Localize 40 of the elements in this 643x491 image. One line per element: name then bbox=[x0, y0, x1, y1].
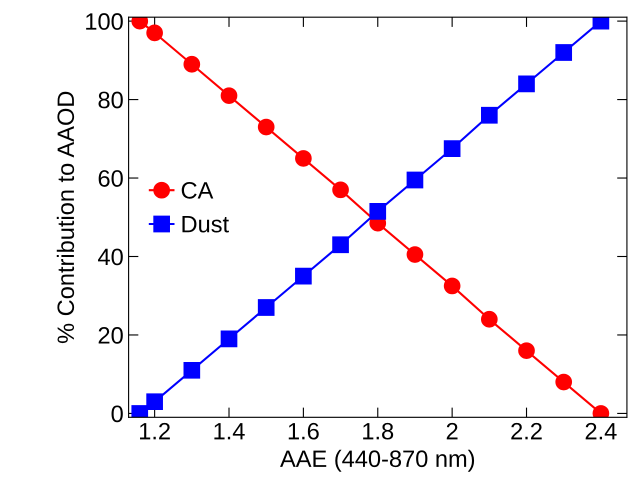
point bbox=[406, 246, 424, 263]
point bbox=[444, 140, 460, 157]
point bbox=[444, 278, 460, 294]
point bbox=[146, 393, 163, 410]
y-tick-label: 20 bbox=[98, 327, 123, 344]
x-tick-label: 2 bbox=[446, 422, 458, 440]
point bbox=[518, 342, 535, 359]
y-tick-label: 40 bbox=[98, 248, 123, 266]
point bbox=[295, 150, 312, 167]
point bbox=[183, 362, 200, 379]
point bbox=[146, 24, 163, 42]
point bbox=[332, 181, 349, 198]
y-tick-label: 0 bbox=[112, 405, 123, 422]
x-tick-label: 2.4 bbox=[586, 422, 617, 440]
y-tick-label: 60 bbox=[98, 170, 123, 187]
x-tick-label: 1.2 bbox=[140, 422, 170, 440]
point bbox=[369, 203, 386, 220]
point bbox=[183, 56, 200, 73]
point bbox=[518, 76, 535, 92]
point bbox=[406, 172, 424, 188]
point bbox=[332, 236, 349, 254]
x-tick-label: 1.8 bbox=[363, 422, 394, 440]
point bbox=[295, 268, 312, 284]
y-axis-title: % Contribution to AAOD bbox=[56, 92, 74, 344]
point bbox=[258, 118, 275, 136]
point bbox=[480, 106, 498, 124]
x-tick-label: 1.6 bbox=[288, 422, 319, 440]
point bbox=[258, 299, 275, 316]
point bbox=[220, 330, 238, 348]
y-tick-label: 100 bbox=[86, 13, 123, 30]
legend-label: CA bbox=[182, 182, 214, 199]
point bbox=[555, 44, 572, 61]
point bbox=[555, 374, 572, 390]
point bbox=[220, 87, 238, 104]
x-tick-label: 2.2 bbox=[511, 422, 542, 440]
legend-label: Dust bbox=[182, 216, 229, 233]
x-axis-title: AAE (440-870 nm) bbox=[280, 450, 474, 472]
x-tick-label: 1.4 bbox=[214, 423, 245, 440]
point bbox=[480, 310, 498, 328]
y-tick-label: 80 bbox=[98, 92, 123, 108]
